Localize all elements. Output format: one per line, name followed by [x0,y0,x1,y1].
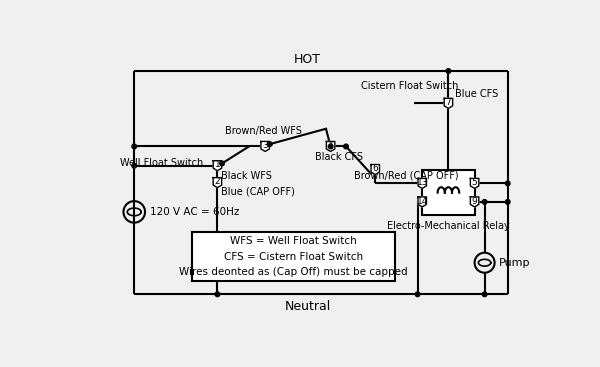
Text: 6: 6 [373,164,378,173]
Circle shape [132,144,137,149]
Polygon shape [213,161,221,171]
Text: 4: 4 [328,141,334,150]
Circle shape [344,144,349,149]
Polygon shape [261,141,269,152]
Text: 1: 1 [215,160,220,170]
Text: 3: 3 [262,141,268,150]
Polygon shape [418,178,427,188]
Text: 5: 5 [472,178,478,187]
Text: 14: 14 [416,197,428,206]
Polygon shape [470,197,479,207]
Text: Brown/Red WFS: Brown/Red WFS [225,126,302,136]
Text: Neutral: Neutral [284,300,331,313]
Text: Blue (CAP OFF): Blue (CAP OFF) [221,187,295,197]
Circle shape [132,163,137,168]
FancyBboxPatch shape [422,170,475,215]
Polygon shape [470,178,479,188]
Circle shape [482,200,487,204]
Text: Pump: Pump [499,258,530,268]
Text: 2: 2 [215,177,220,186]
Text: WFS = Well Float Switch
CFS = Cistern Float Switch
Wires deonted as (Cap Off) mu: WFS = Well Float Switch CFS = Cistern Fl… [179,236,408,277]
Text: HOT: HOT [294,53,321,66]
Text: 13: 13 [416,178,428,187]
Text: 120 V AC = 60Hz: 120 V AC = 60Hz [151,207,240,217]
Polygon shape [418,197,427,207]
Text: Black WFS: Black WFS [221,171,272,181]
Text: 9: 9 [472,197,478,206]
Text: 7: 7 [446,98,451,107]
Polygon shape [444,98,452,108]
Text: Electro-Mechanical Relay: Electro-Mechanical Relay [387,221,510,231]
Text: Blue CFS: Blue CFS [455,89,498,99]
Polygon shape [213,178,221,188]
Circle shape [446,69,451,73]
Text: Cistern Float Switch: Cistern Float Switch [361,81,459,91]
FancyBboxPatch shape [192,232,395,281]
Circle shape [505,200,510,204]
Circle shape [505,181,510,186]
Text: Well Float Switch: Well Float Switch [121,159,203,168]
Circle shape [215,292,220,297]
Circle shape [268,142,272,146]
Polygon shape [326,141,335,152]
Circle shape [482,292,487,297]
Circle shape [415,292,420,297]
Polygon shape [371,164,379,175]
Circle shape [328,144,333,149]
Text: Brown/Red (CAP OFF): Brown/Red (CAP OFF) [354,171,458,181]
Text: Black CFS: Black CFS [315,152,363,162]
Circle shape [220,161,224,166]
